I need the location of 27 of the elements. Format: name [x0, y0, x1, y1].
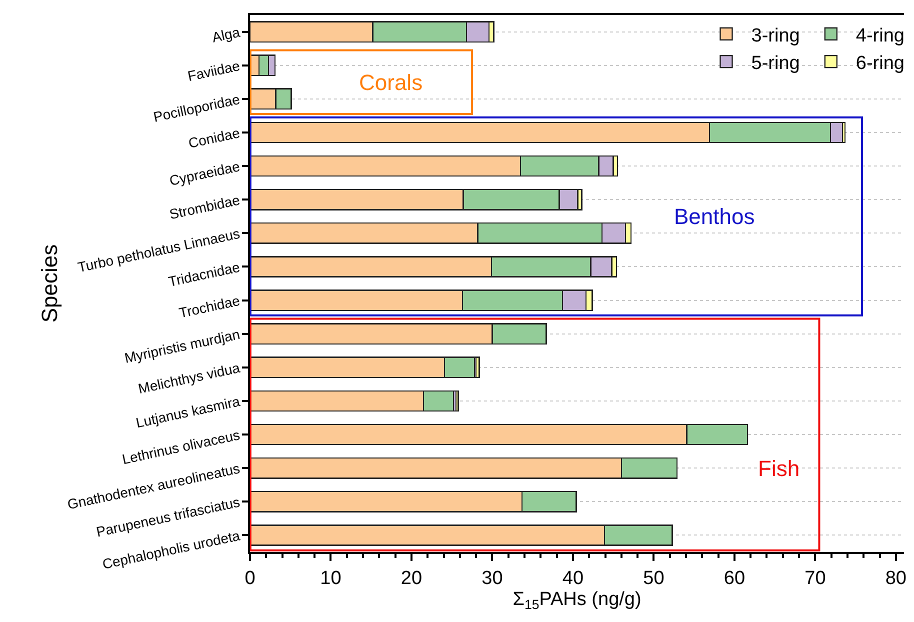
x-axis-title: Σ$_{15}$PAHs (ng/g)	[512, 589, 642, 612]
x-tick-label: 60	[724, 568, 746, 589]
x-tick-label: 10	[320, 568, 342, 589]
y-tick-label: Strombidae	[168, 192, 242, 222]
y-tick-label: Trochidae	[178, 292, 242, 321]
annotation: Fish	[758, 456, 800, 481]
legend-label: 5-ring	[751, 52, 800, 74]
y-tick-label: Alga	[210, 24, 242, 46]
x-tick-label: 0	[244, 568, 256, 589]
x-tick-label: 40	[562, 568, 584, 589]
y-tick-label: Conidae	[186, 124, 242, 151]
bar	[455, 390, 459, 412]
legend-label: 6-ring	[856, 52, 904, 74]
legend-label: 4-ring	[856, 25, 904, 46]
x-tick-label: 50	[643, 568, 664, 589]
x-tick-label: 70	[804, 568, 826, 589]
y-tick-label: Faviidae	[186, 57, 242, 84]
annotation: Corals	[359, 70, 423, 95]
legend-label: 3-ring	[751, 25, 800, 46]
x-tick-label: 80	[885, 568, 906, 589]
y-tick-label: Tridacnidae	[166, 258, 242, 290]
x-tick-label: 20	[400, 568, 422, 589]
y-axis-title: Species	[37, 244, 62, 323]
annotation: Benthos	[674, 204, 755, 229]
y-tick-label: Myripristis murdjan	[123, 326, 242, 366]
x-tick-label: 30	[482, 568, 503, 589]
y-tick-label: Cypraeidae	[168, 158, 242, 189]
